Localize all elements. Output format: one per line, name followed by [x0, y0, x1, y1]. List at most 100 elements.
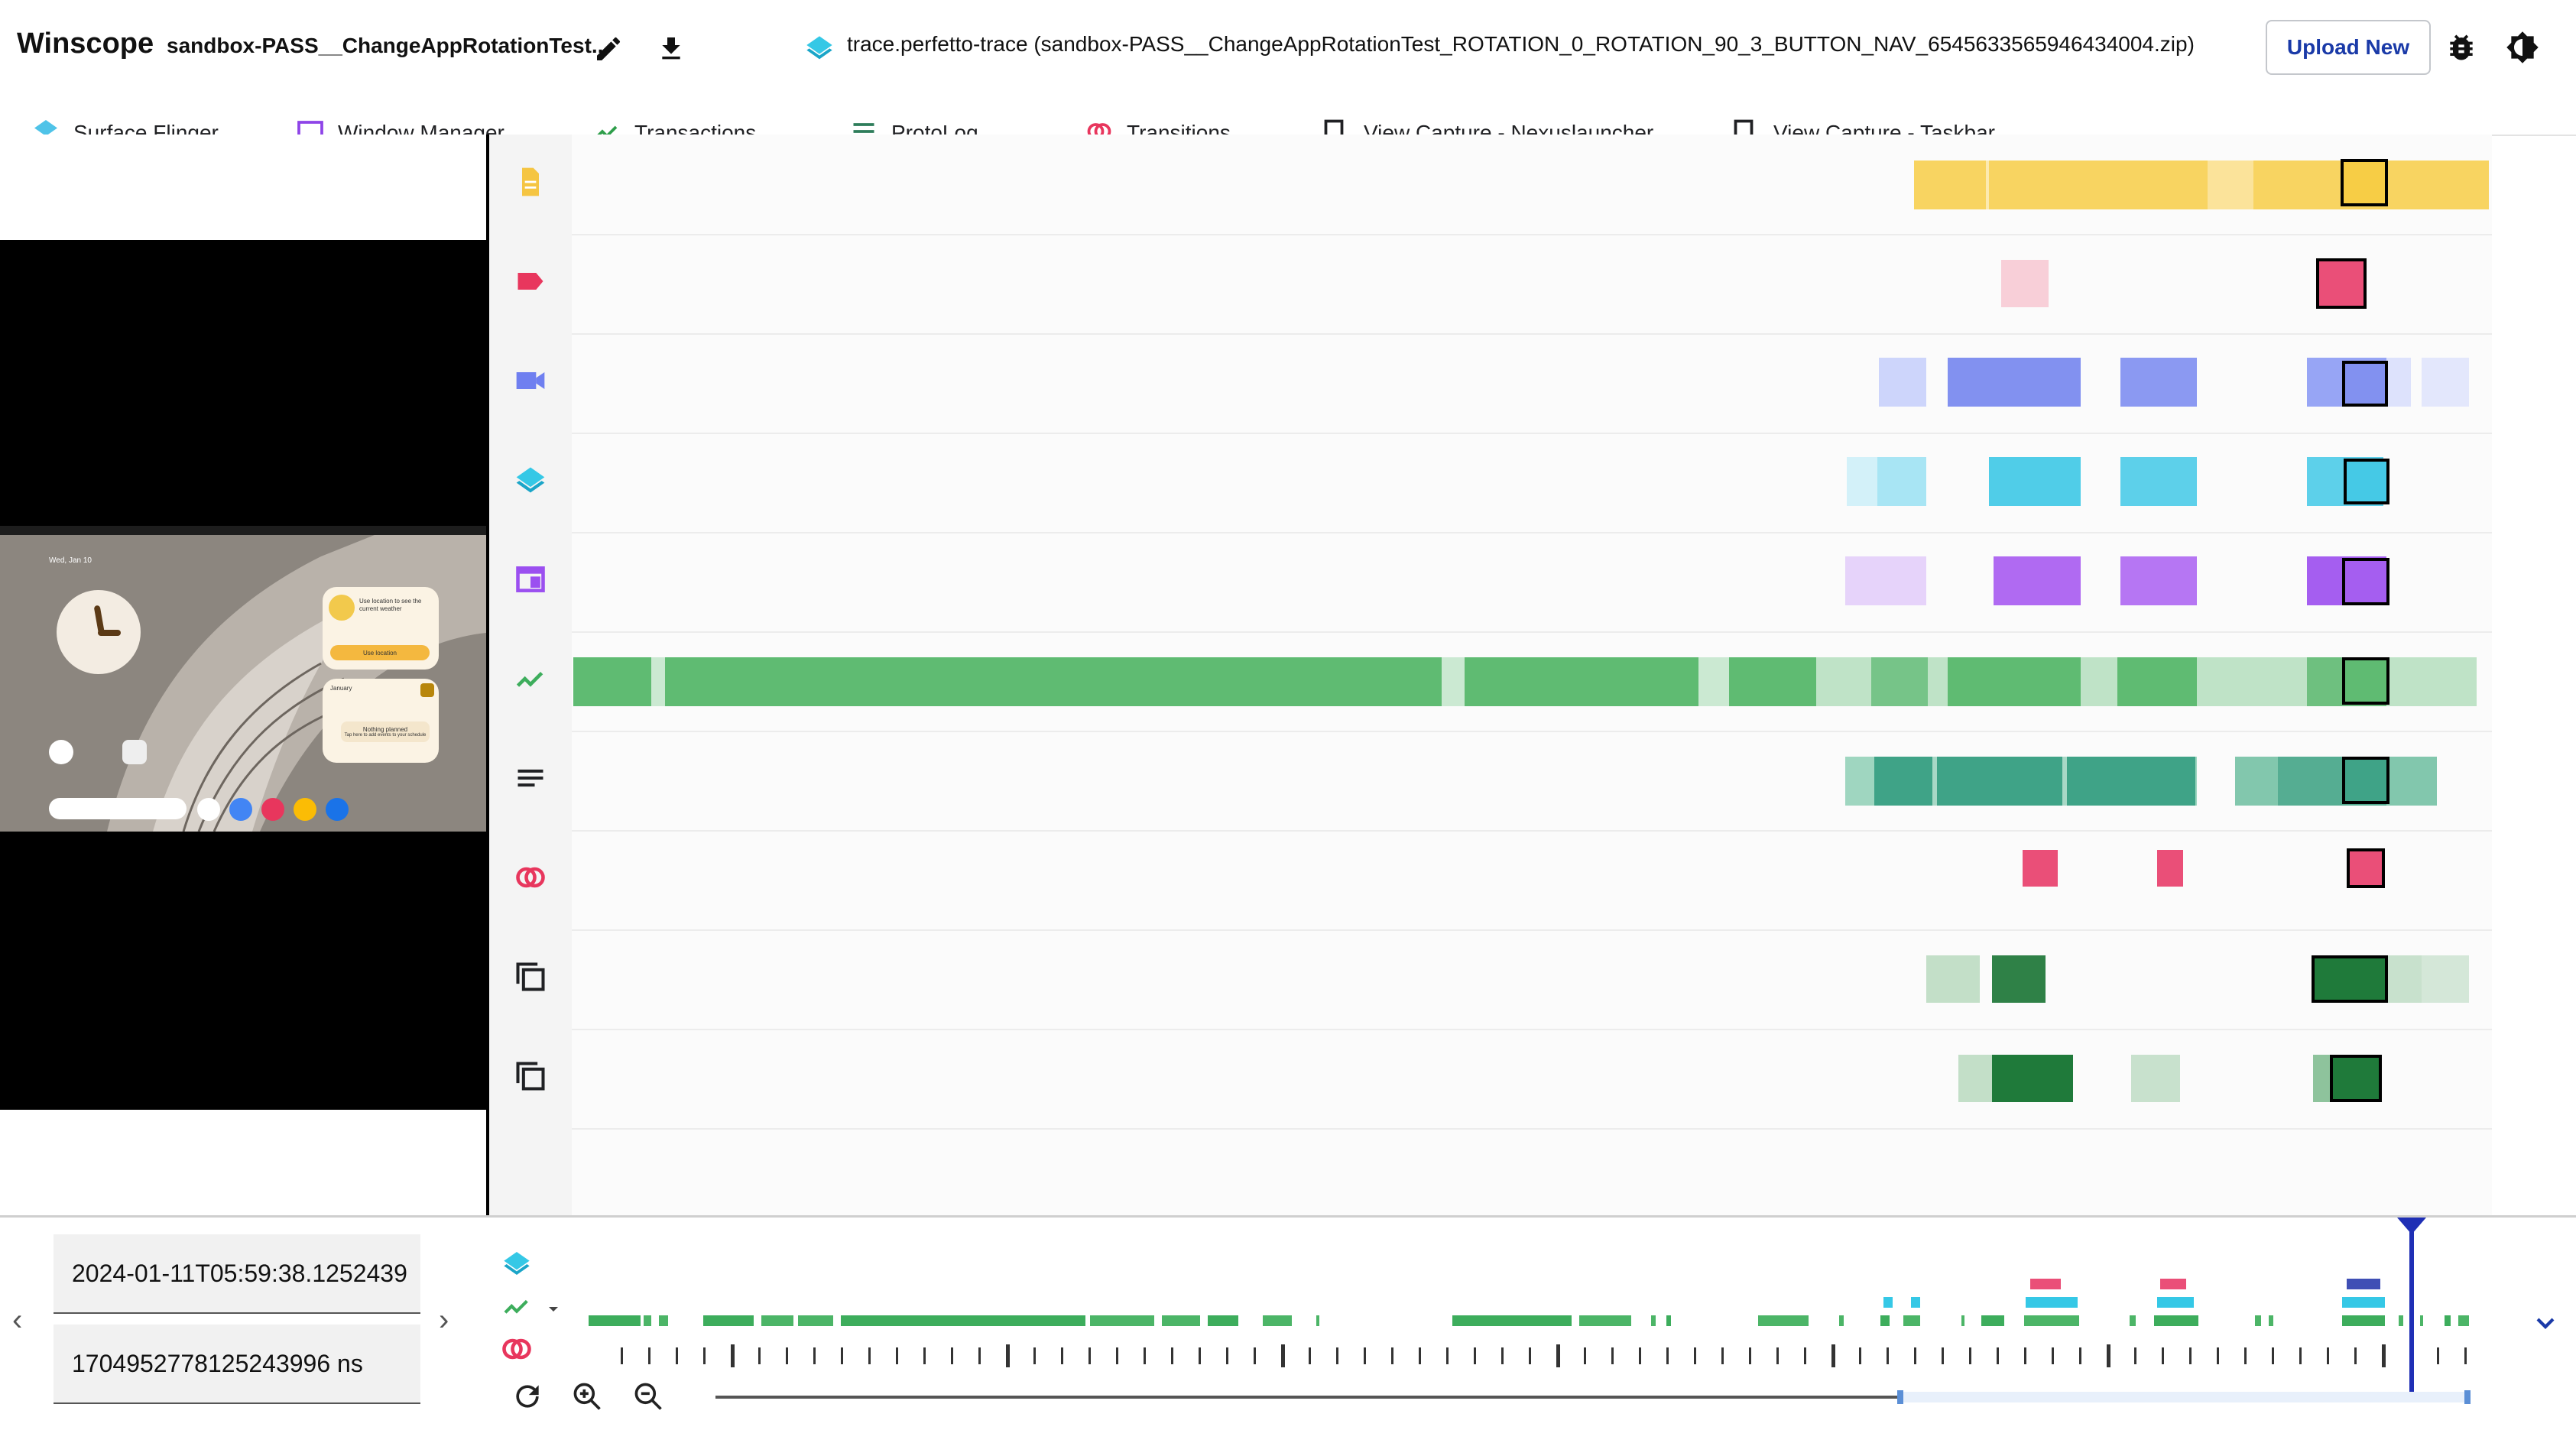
- current-entry[interactable]: [2342, 361, 2388, 407]
- entry-block[interactable]: [1845, 556, 1926, 605]
- entry-block[interactable]: [2120, 457, 2197, 506]
- chart-icon[interactable]: [501, 1291, 532, 1321]
- mini-transaction-entry[interactable]: [1208, 1315, 1238, 1326]
- timeline-tracks[interactable]: [572, 135, 2492, 1215]
- photos-app-icon[interactable]: [294, 798, 316, 821]
- entry-block[interactable]: [1992, 955, 2046, 1003]
- mini-transaction-entry[interactable]: [1758, 1315, 1809, 1326]
- tab-view-capture-nexuslauncher[interactable]: View Capture - Nexuslauncher: [1322, 119, 1653, 135]
- entry-block[interactable]: [2208, 161, 2253, 209]
- calendar-widget[interactable]: January Nothing planned Tap here to add …: [323, 679, 439, 763]
- entry-block[interactable]: [2422, 358, 2469, 407]
- use-location-button[interactable]: Use location: [330, 645, 430, 660]
- entry-block[interactable]: [2117, 657, 2197, 706]
- track-protolog[interactable]: [572, 732, 2492, 832]
- entry-block[interactable]: [573, 657, 1816, 706]
- cursor-handle-icon[interactable]: [2397, 1218, 2426, 1234]
- document-icon[interactable]: [514, 165, 547, 199]
- download-icon[interactable]: [656, 34, 686, 64]
- track-view-capture-taskbar[interactable]: [572, 1030, 2492, 1130]
- video-icon[interactable]: [514, 364, 547, 397]
- rings-icon[interactable]: [514, 861, 547, 894]
- current-entry[interactable]: [2316, 258, 2367, 309]
- mini-transaction-entry[interactable]: [2420, 1315, 2423, 1326]
- mini-transaction-entry[interactable]: [1961, 1315, 1964, 1326]
- entry-block[interactable]: [1871, 657, 1928, 706]
- entry-block[interactable]: [2386, 358, 2411, 407]
- entry-block[interactable]: [1992, 1055, 2073, 1102]
- photos-icon[interactable]: [122, 740, 147, 764]
- tab-transactions[interactable]: Transactions: [593, 121, 756, 135]
- transition-entry[interactable]: [2157, 850, 2183, 887]
- layers-icon[interactable]: [501, 1248, 532, 1279]
- mini-transition-entry[interactable]: [2030, 1279, 2061, 1289]
- mini-transaction-entry[interactable]: [798, 1315, 833, 1326]
- messages-icon[interactable]: [326, 798, 349, 821]
- mini-transaction-entry[interactable]: [841, 1315, 1085, 1326]
- entry-block[interactable]: [1989, 457, 2081, 506]
- tab-surface-flinger[interactable]: Surface Flinger: [32, 120, 219, 135]
- mini-transaction-entry[interactable]: [1651, 1315, 1656, 1326]
- mini-sf-entry[interactable]: [2342, 1297, 2385, 1308]
- window-icon[interactable]: [514, 563, 547, 596]
- mini-transaction-entry[interactable]: [2342, 1315, 2385, 1326]
- mini-transaction-entry[interactable]: [2269, 1315, 2273, 1326]
- track-transactions[interactable]: [572, 633, 2492, 732]
- mini-transaction-entry[interactable]: [2255, 1315, 2261, 1326]
- tab-transitions[interactable]: Transitions: [1085, 121, 1231, 135]
- zoom-out-icon[interactable]: [631, 1380, 665, 1413]
- chevron-left-icon[interactable]: ‹: [12, 1303, 23, 1337]
- zoom-in-icon[interactable]: [570, 1380, 604, 1413]
- weather-widget[interactable]: Use location to see the current weather …: [323, 587, 439, 670]
- mini-transaction-entry[interactable]: [1452, 1315, 1572, 1326]
- entry-block[interactable]: [2422, 955, 2469, 1003]
- selected-range[interactable]: [1902, 1392, 2471, 1402]
- copy-icon[interactable]: [514, 960, 547, 994]
- entry-block[interactable]: [2001, 260, 2049, 307]
- timestamp-iso-field[interactable]: 2024-01-11T05:59:38.1252439: [54, 1234, 420, 1314]
- current-entry[interactable]: [2341, 159, 2388, 206]
- time-range-track[interactable]: [715, 1396, 1902, 1399]
- tag-icon[interactable]: [514, 264, 547, 298]
- mini-transaction-entry[interactable]: [1263, 1315, 1292, 1326]
- track-surface-flinger[interactable]: [572, 434, 2492, 533]
- calendar-add-icon[interactable]: [420, 683, 434, 697]
- play-store-icon[interactable]: [49, 740, 73, 764]
- mini-transaction-entry[interactable]: [1162, 1315, 1200, 1326]
- track-document[interactable]: [572, 136, 2492, 235]
- reset-icon[interactable]: [511, 1380, 544, 1413]
- entry-block[interactable]: [1914, 161, 2489, 209]
- mini-transaction-entry[interactable]: [1839, 1315, 1844, 1326]
- copy-icon[interactable]: [514, 1059, 547, 1093]
- mini-transition-entry[interactable]: [2160, 1279, 2186, 1289]
- mini-sf-entry[interactable]: [1911, 1297, 1920, 1308]
- edit-icon[interactable]: [593, 34, 624, 64]
- theme-icon[interactable]: [2506, 31, 2539, 64]
- time-cursor[interactable]: [2409, 1218, 2414, 1392]
- mini-transaction-entry[interactable]: [2445, 1315, 2451, 1326]
- mini-transition-entry[interactable]: [2347, 1279, 2380, 1289]
- transition-entry[interactable]: [2023, 850, 2058, 887]
- entry-block[interactable]: [1948, 657, 2081, 706]
- mini-sf-entry[interactable]: [1883, 1297, 1893, 1308]
- tab-view-capture-taskbar[interactable]: View Capture - Taskbar: [1732, 119, 1995, 135]
- track-window-manager[interactable]: [572, 533, 2492, 633]
- track-screen-recording[interactable]: [572, 335, 2492, 434]
- mini-transaction-entry[interactable]: [761, 1315, 793, 1326]
- tab-window-manager[interactable]: Window Manager: [297, 121, 504, 135]
- entry-block[interactable]: [1948, 358, 2081, 407]
- mini-sf-entry[interactable]: [2026, 1297, 2078, 1308]
- mini-transaction-entry[interactable]: [1090, 1315, 1154, 1326]
- timestamp-ns-field[interactable]: 1704952778125243996 ns: [54, 1325, 420, 1404]
- chevron-down-icon[interactable]: [2530, 1308, 2561, 1338]
- range-handle-right[interactable]: [2464, 1390, 2471, 1404]
- mini-transaction-entry[interactable]: [1880, 1315, 1890, 1326]
- track-view-capture-nexuslauncher[interactable]: [572, 931, 2492, 1030]
- search-bar[interactable]: [49, 798, 187, 819]
- entry-block[interactable]: [1994, 556, 2081, 605]
- mini-sf-entry[interactable]: [2157, 1297, 2194, 1308]
- mini-transaction-entry[interactable]: [703, 1315, 754, 1326]
- entry-block[interactable]: [1847, 457, 1877, 506]
- mini-transaction-entry[interactable]: [1666, 1315, 1671, 1326]
- current-entry[interactable]: [2342, 558, 2389, 605]
